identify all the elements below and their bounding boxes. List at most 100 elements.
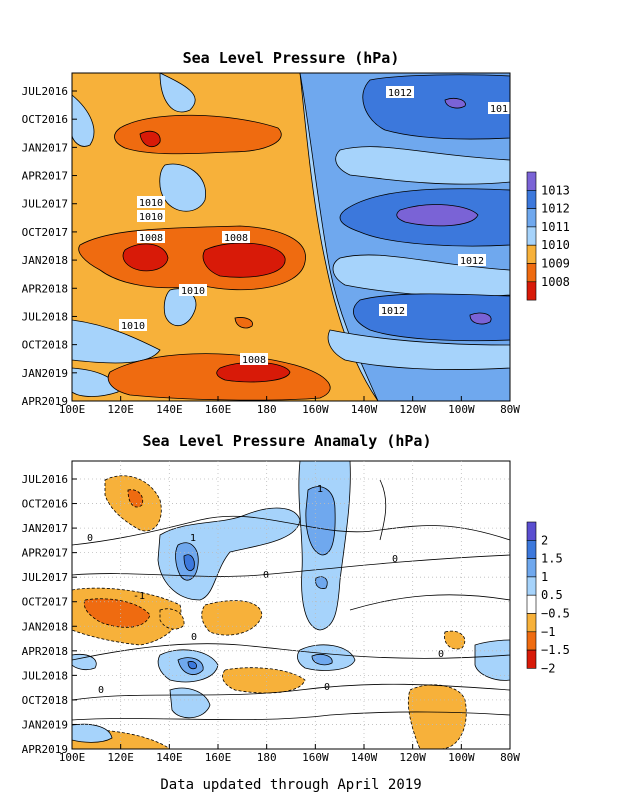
top-axis-ticks: 100E 120E 140E 160E 180 160W 140W 120W 100W 80W JU… <box>22 85 521 416</box>
bottom-contour-label: 0 <box>324 682 330 693</box>
colorbar-swatch <box>526 190 537 209</box>
colorbar-swatch <box>526 226 537 246</box>
colorbar-label: 1 <box>541 570 548 584</box>
x-tick-label: 140W <box>351 751 378 764</box>
colorbar-swatch <box>526 613 537 633</box>
bottom-contour-label: 0 <box>87 533 93 544</box>
x-tick-label: 120E <box>107 403 134 416</box>
colorbar-label: 0.5 <box>541 588 563 602</box>
y-tick-label: JAN2019 <box>22 718 68 731</box>
top-contour-label: 1012 <box>381 306 405 317</box>
y-tick-label: JAN2017 <box>22 522 68 535</box>
colorbar-swatch <box>526 594 537 614</box>
x-tick-label: 160E <box>205 751 232 764</box>
bottom-colorbar: 2 1.5 1 0.5 −0.5 −1 −1.5 −2 <box>526 521 570 675</box>
y-tick-label: OCT2018 <box>22 339 68 352</box>
colorbar-swatch <box>526 281 537 301</box>
y-tick-label: JUL2017 <box>22 198 68 211</box>
colorbar-label: 1011 <box>541 220 570 234</box>
colorbar-label: 1009 <box>541 257 570 271</box>
y-tick-label: JAN2019 <box>22 367 68 380</box>
bottom-contour-field <box>72 461 510 749</box>
colorbar-swatch <box>526 576 537 596</box>
colorbar-label: 1010 <box>541 238 570 252</box>
x-tick-label: 180 <box>257 751 277 764</box>
y-tick-label: APR2019 <box>22 743 68 756</box>
x-tick-label: 120W <box>399 403 426 416</box>
colorbar-swatch <box>526 263 537 283</box>
x-tick-label: 160W <box>302 751 329 764</box>
x-tick-label: 140W <box>351 403 378 416</box>
y-tick-label: JUL2016 <box>22 473 68 486</box>
colorbar-swatch <box>526 171 537 191</box>
y-tick-label: JUL2016 <box>22 85 68 98</box>
y-tick-label: JAN2018 <box>22 254 68 267</box>
x-tick-label: 80W <box>500 403 520 416</box>
top-contour-label: 101 <box>490 104 508 115</box>
y-tick-label: OCT2016 <box>22 498 68 511</box>
colorbar-label: 2 <box>541 533 548 547</box>
x-tick-label: 100W <box>448 403 475 416</box>
x-tick-label: 80W <box>500 751 520 764</box>
bottom-axis-ticks: 100E 120E 140E 160E 180 160W 140W 120W 100W 80W JU… <box>22 461 520 764</box>
colorbar-swatch <box>526 244 537 264</box>
x-tick-label: 160W <box>302 403 329 416</box>
x-tick-label: 120W <box>399 751 426 764</box>
footer-note: Data updated through April 2019 <box>160 777 421 793</box>
top-contour-label: 1012 <box>388 88 412 99</box>
y-tick-label: OCT2018 <box>22 694 68 707</box>
y-tick-label: OCT2016 <box>22 113 68 126</box>
colorbar-label: 1.5 <box>541 552 563 566</box>
bottom-contour-label: 0 <box>392 554 398 565</box>
colorbar-label: −2 <box>541 661 555 675</box>
colorbar-label: 1012 <box>541 202 570 216</box>
bottom-contour-label: 0 <box>263 570 269 581</box>
y-tick-label: JUL2017 <box>22 571 68 584</box>
bottom-contour-label: 0 <box>191 632 197 643</box>
bottom-contour-label: 0 <box>438 649 444 660</box>
top-chart-title: Sea Level Pressure (hPa) <box>183 49 400 67</box>
y-tick-label: OCT2017 <box>22 596 68 609</box>
colorbar-swatch <box>526 208 537 228</box>
top-contour-label: 1008 <box>224 233 248 244</box>
bottom-chart-title: Sea Level Pressure Anamaly (hPa) <box>143 432 432 450</box>
colorbar-label: 1013 <box>541 183 570 197</box>
bottom-plot-frame <box>71 460 511 750</box>
bottom-contour-labels: 1 1 0 0 -1 0 0 0 0 0 <box>87 484 444 696</box>
top-contour-label: 1010 <box>121 321 145 332</box>
top-plot-frame <box>71 72 511 402</box>
bottom-contour-label: 1 <box>190 533 196 544</box>
colorbar-label: −1.5 <box>541 643 570 657</box>
top-contour-label: 1010 <box>139 212 163 223</box>
x-tick-label: 120E <box>107 751 134 764</box>
colorbar-swatch <box>526 521 537 541</box>
colorbar-swatch <box>526 631 537 651</box>
y-tick-label: APR2017 <box>22 170 68 183</box>
colorbar-label: −0.5 <box>541 607 570 621</box>
top-colorbar: 1013 1012 1011 1010 1009 1008 <box>526 171 570 301</box>
x-tick-label: 160E <box>205 403 232 416</box>
top-contour-label: 1010 <box>181 286 205 297</box>
top-contour-label: 1008 <box>139 233 163 244</box>
x-tick-label: 100E <box>59 751 86 764</box>
y-tick-label: APR2017 <box>22 547 68 560</box>
y-tick-label: APR2019 <box>22 395 68 408</box>
x-tick-label: 100E <box>59 403 86 416</box>
x-tick-label: 140E <box>156 751 183 764</box>
y-tick-label: OCT2017 <box>22 226 68 239</box>
top-contour-label: 1010 <box>139 198 163 209</box>
colorbar-swatch <box>526 558 537 578</box>
y-tick-label: JAN2018 <box>22 620 68 633</box>
top-contour-label: 1008 <box>242 355 266 366</box>
top-contour-label: 1012 <box>460 256 484 267</box>
y-tick-label: APR2018 <box>22 645 68 658</box>
bottom-contour-label: 0 <box>98 685 104 696</box>
colorbar-swatch <box>526 649 537 669</box>
x-tick-label: 140E <box>156 403 183 416</box>
y-tick-label: JUL2018 <box>22 669 68 682</box>
bottom-contour-label: -1 <box>133 591 145 602</box>
y-tick-label: APR2018 <box>22 282 68 295</box>
x-tick-label: 180 <box>257 403 277 416</box>
y-tick-label: JAN2017 <box>22 141 68 154</box>
colorbar-swatch <box>526 539 537 559</box>
